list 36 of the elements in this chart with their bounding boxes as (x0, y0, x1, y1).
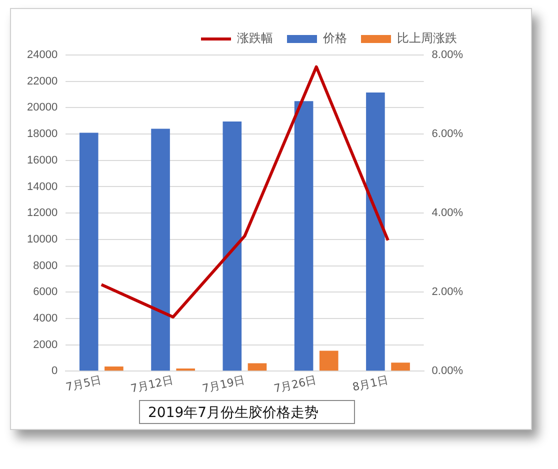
bar (294, 101, 314, 371)
y-tick-label: 24000 (26, 49, 58, 62)
y-tick-label: 0 (51, 365, 58, 378)
legend-label: 价格 (322, 31, 347, 46)
y-tick-label: 8000 (33, 260, 58, 272)
x-tick-label: 7月12日 (130, 374, 174, 396)
bar (391, 362, 410, 371)
bar (319, 350, 338, 371)
y-tick-label: 16000 (26, 154, 58, 166)
y2-tick-label: 8.00% (432, 49, 464, 62)
x-tick-label: 7月19日 (201, 374, 246, 396)
y-tick-label: 22000 (26, 75, 58, 88)
y2-tick-label: 2.00% (432, 286, 464, 298)
y-tick-label: 2000 (33, 338, 58, 351)
y-tick-label: 4000 (33, 312, 58, 324)
y-tick-label: 14000 (26, 180, 58, 193)
y2-tick-label: 0.00% (432, 365, 464, 378)
x-tick-label: 7月26日 (272, 374, 318, 396)
bar (151, 128, 170, 371)
y-tick-label: 18000 (26, 128, 58, 140)
x-tick-label: 8月1日 (351, 374, 390, 394)
bar (79, 132, 98, 371)
y-tick-label: 12000 (26, 207, 58, 220)
y-tick-label: 20000 (26, 102, 58, 114)
bar (366, 92, 385, 371)
text: 2019年7月份生胶价格走势 (139, 400, 355, 424)
y-tick-label: 6000 (33, 286, 58, 298)
x-tick-label: 7月5日 (64, 374, 103, 394)
bar (248, 363, 267, 371)
legend-label: 比上周涨跌 (397, 31, 457, 46)
y2-tick-label: 4.00% (432, 207, 464, 220)
bar (104, 366, 124, 371)
legend-label: 涨跌幅 (237, 31, 273, 46)
y2-tick-label: 6.00% (432, 128, 464, 140)
bar (222, 122, 242, 371)
y-tick-label: 10000 (26, 233, 58, 246)
